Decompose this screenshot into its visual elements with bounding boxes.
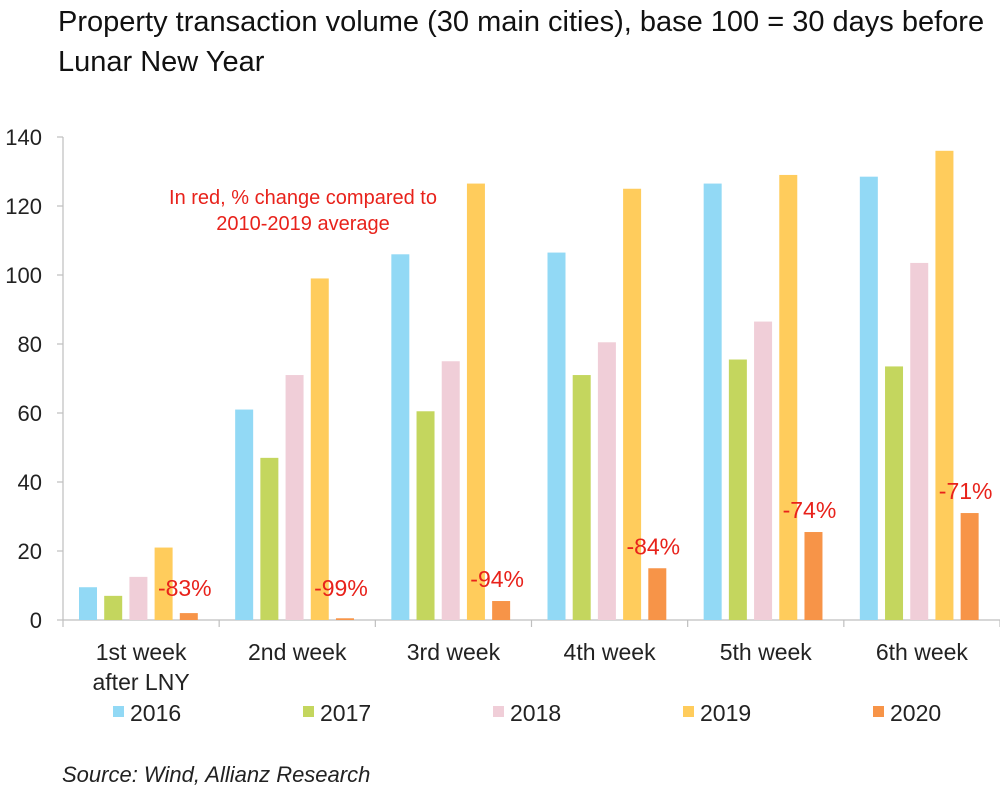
bar-2018-3 [441,361,460,620]
change-annotation: -74% [783,497,837,523]
x-axis-tick-labels: 1st week after LNY 2nd week 3rd week 4th wee… [93,639,969,695]
bar-2020-6 [960,513,979,620]
legend-swatch-2020 [873,706,884,717]
legend-label-2016: 2016 [130,700,181,726]
x-tick-label: after LNY [93,669,190,695]
bar-2016-4 [547,252,566,620]
x-tick-label: 5th week [720,639,813,665]
y-tick-label: 0 [30,608,42,633]
source-note: Source: Wind, Allianz Research [62,762,371,787]
bar-2017-5 [728,359,747,620]
note-line-1: In red, % change compared to [169,187,437,209]
legend-swatch-2019 [683,706,694,717]
bar-2016-2 [235,409,254,620]
bars [79,150,979,621]
bar-2018-6 [910,262,929,620]
bar-2017-4 [572,375,591,620]
legend-swatch-2018 [493,706,504,717]
bar-2017-6 [885,366,904,620]
legend-label-2020: 2020 [890,700,941,726]
x-tick-label: 4th week [564,639,657,665]
bar-2018-4 [597,342,616,620]
x-tick-label: 1st week [96,639,187,665]
legend-label-2018: 2018 [510,700,561,726]
note-line-2: 2010-2019 average [216,213,389,235]
y-tick-label: 80 [18,332,42,357]
bar-2016-3 [391,254,410,621]
bar-2020-4 [648,568,667,620]
bar-2019-5 [779,174,798,620]
x-tick-label: 2nd week [248,639,347,665]
change-annotation: -94% [470,566,524,592]
bar-2019-4 [623,188,642,620]
legend: 2016 2017 2018 2019 2020 [113,700,941,726]
legend-swatch-2017 [303,706,314,717]
x-tick-label: 6th week [876,639,969,665]
legend-swatch-2016 [113,706,124,717]
y-tick-label: 140 [5,125,42,150]
bar-2019-1 [154,547,173,620]
axes [57,136,1000,627]
y-tick-label: 120 [5,194,42,219]
bar-2017-1 [104,595,123,620]
bar-2016-1 [79,587,97,620]
y-axis-tick-labels: 0 20 40 60 80 100 120 140 [5,125,42,633]
annotations: -83% -99% -94% -84% -74% -71% [158,478,993,601]
bar-2017-3 [416,411,435,620]
bar-2017-2 [260,457,279,620]
bar-2020-5 [804,532,823,620]
change-annotation: -71% [939,478,993,504]
y-tick-label: 40 [18,470,42,495]
bar-2018-5 [754,321,773,620]
change-annotation: -83% [158,575,212,601]
bar-2018-2 [285,375,304,620]
change-annotation: -99% [314,575,368,601]
bar-2020-2 [335,618,354,620]
x-tick-label: 3rd week [407,639,501,665]
bar-2019-6 [935,150,954,621]
bar-2020-3 [492,601,511,620]
bar-2016-6 [859,176,878,621]
bar-2019-2 [310,278,329,620]
legend-label-2019: 2019 [700,700,751,726]
bar-2016-5 [703,183,722,620]
y-tick-label: 100 [5,263,42,288]
bar-2018-1 [129,576,148,620]
legend-label-2017: 2017 [320,700,371,726]
change-annotation: -84% [626,533,680,559]
bar-2019-3 [466,183,485,620]
bar-2020-1 [179,613,198,620]
chart-title: Property transaction volume (30 main cit… [58,6,985,78]
y-tick-label: 60 [18,401,42,426]
y-tick-label: 20 [18,539,42,564]
